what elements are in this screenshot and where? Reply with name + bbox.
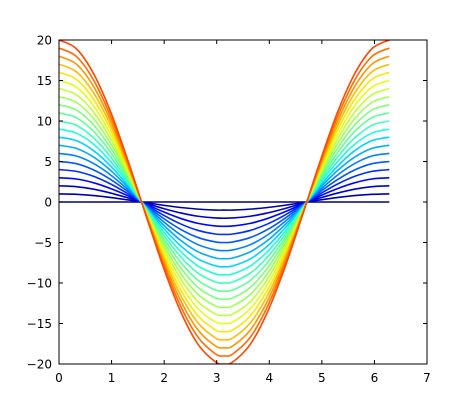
x-tick-label: 3 bbox=[213, 371, 221, 385]
x-tick-label: 6 bbox=[371, 371, 379, 385]
series-line-3 bbox=[59, 176, 390, 228]
series-line-14 bbox=[59, 87, 390, 317]
series-layer bbox=[59, 40, 390, 364]
series-line-19 bbox=[59, 47, 390, 357]
series-line-20 bbox=[59, 40, 390, 364]
x-tick-label: 5 bbox=[318, 371, 326, 385]
axis-layer: 0 1 2 3 4 5 6 7 −20 −15 −10 −5 0 5 10 15 20 bbox=[27, 34, 431, 386]
series-line-15 bbox=[59, 79, 390, 325]
y-tick-label: −15 bbox=[27, 317, 52, 331]
x-tick-label: 1 bbox=[108, 371, 116, 385]
x-tick-label: 0 bbox=[55, 371, 63, 385]
x-tick-label: 4 bbox=[265, 371, 273, 385]
series-line-16 bbox=[59, 71, 390, 333]
y-tick-label: 0 bbox=[44, 196, 52, 210]
y-tick-label: 5 bbox=[44, 155, 52, 169]
series-line-7 bbox=[59, 144, 390, 260]
series-line-10 bbox=[59, 120, 390, 284]
series-line-13 bbox=[59, 95, 390, 309]
series-line-9 bbox=[59, 128, 390, 276]
series-line-17 bbox=[59, 63, 390, 341]
y-tick-label: −20 bbox=[27, 358, 52, 372]
x-tick-label: 7 bbox=[423, 371, 431, 385]
series-line-4 bbox=[59, 168, 390, 236]
y-tick-label: −5 bbox=[34, 236, 52, 250]
x-tick-label: 2 bbox=[160, 371, 168, 385]
y-tick-label: 10 bbox=[37, 115, 52, 129]
series-line-2 bbox=[59, 185, 390, 220]
series-line-11 bbox=[59, 112, 390, 293]
series-line-8 bbox=[59, 136, 390, 268]
series-line-1 bbox=[59, 193, 390, 211]
y-tick-label: −10 bbox=[27, 277, 52, 291]
series-line-5 bbox=[59, 160, 390, 244]
y-tick-label: 20 bbox=[37, 34, 52, 48]
series-line-6 bbox=[59, 152, 390, 252]
series-line-18 bbox=[59, 55, 390, 349]
y-tick-label: 15 bbox=[37, 74, 52, 88]
series-line-12 bbox=[59, 104, 390, 301]
